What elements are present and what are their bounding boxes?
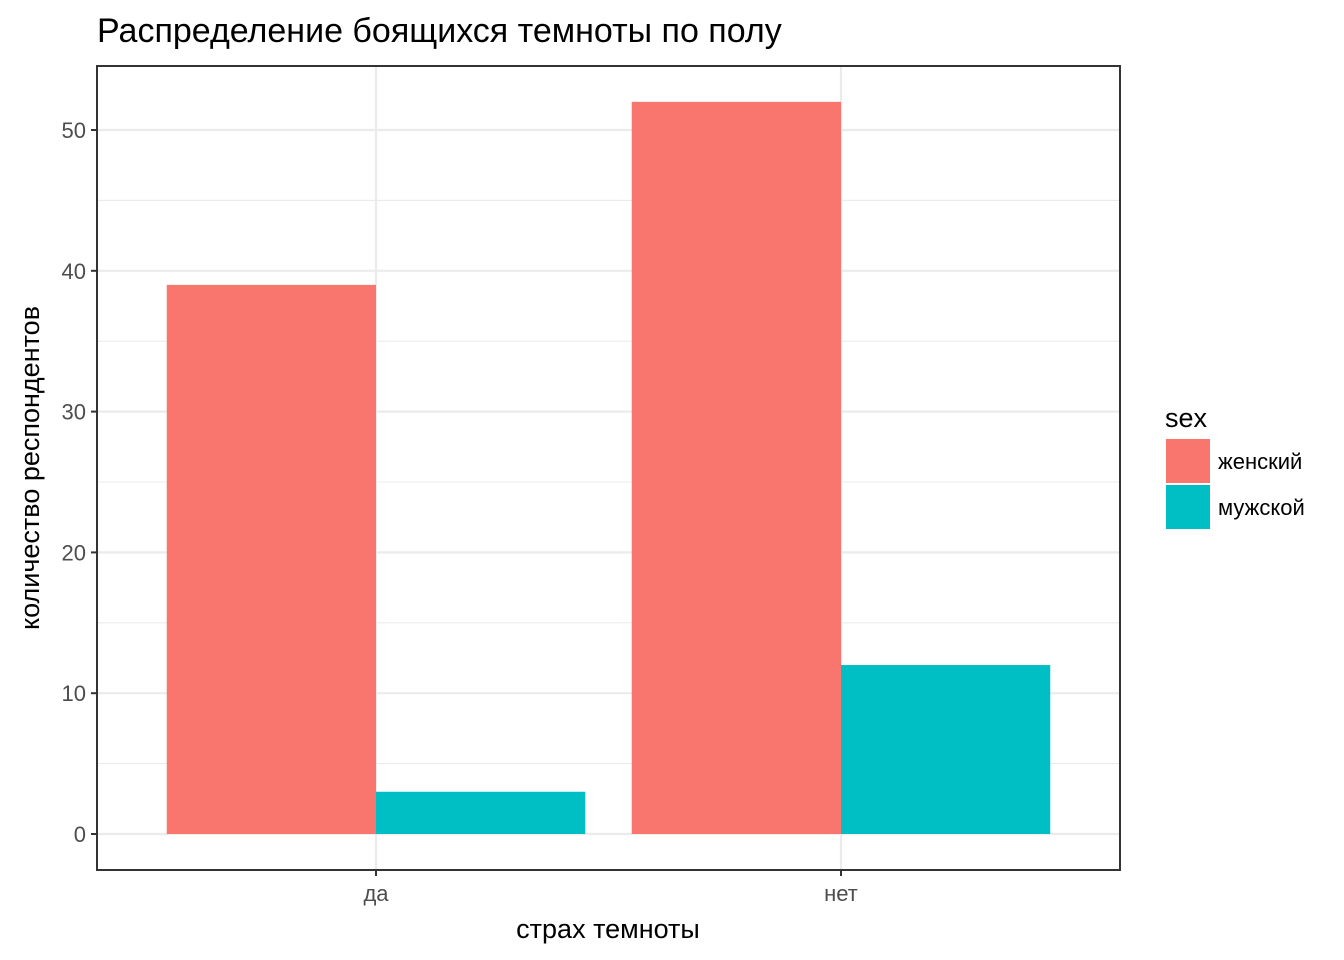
chart-title: Распределение боящихся темноты по полу xyxy=(97,12,782,50)
legend-label: женский xyxy=(1218,449,1302,474)
plot-panel xyxy=(96,65,1121,871)
y-tick-label: 40 xyxy=(62,259,86,284)
bars xyxy=(166,101,1051,835)
bar xyxy=(376,791,586,834)
legend-key xyxy=(1166,439,1210,483)
y-tick-label: 30 xyxy=(62,400,86,425)
y-tick-label: 20 xyxy=(62,540,86,565)
y-tick-label: 10 xyxy=(62,681,86,706)
legend-title: sex xyxy=(1165,403,1208,433)
y-axis: 0 10 20 30 40 50 xyxy=(62,118,97,847)
x-axis: да нет xyxy=(363,870,858,906)
panel-border xyxy=(96,65,1121,871)
y-axis-title: количество респондентов xyxy=(15,306,45,630)
legend-key xyxy=(1166,485,1210,529)
bar xyxy=(841,665,1051,834)
x-tick-label: да xyxy=(363,881,389,906)
x-axis-title: страх темноты xyxy=(516,914,700,944)
y-tick-label: 50 xyxy=(62,118,86,143)
x-tick-label: нет xyxy=(824,881,858,906)
y-tick-label: 0 xyxy=(74,822,86,847)
legend: sex женский мужской xyxy=(1165,403,1305,529)
bar xyxy=(166,284,376,834)
bar xyxy=(631,101,841,835)
legend-label: мужской xyxy=(1218,495,1305,520)
